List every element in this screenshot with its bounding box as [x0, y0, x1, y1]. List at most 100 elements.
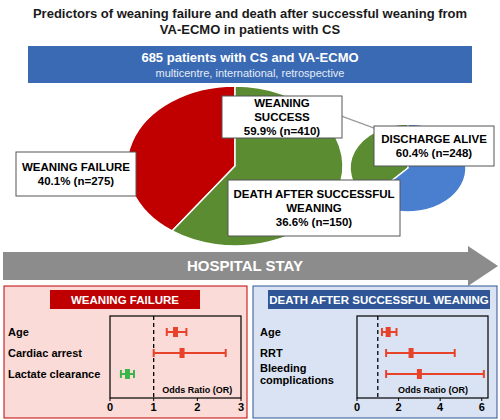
row-label-line: Bleeding: [260, 362, 306, 374]
x-tick-label: 1: [151, 401, 157, 413]
panel-header: [268, 290, 490, 309]
x-tick-label-line: 1: [151, 401, 157, 413]
ci-cap: [483, 370, 485, 378]
pie-label-box: [374, 126, 494, 166]
timeline-label-line: HOSPITAL STAY: [187, 257, 303, 274]
marks: [378, 316, 484, 398]
pie-label: WEANING FAILURE: [22, 161, 130, 173]
ci-cap: [396, 328, 398, 336]
point-estimate: [173, 327, 178, 337]
pie-label: DISCHARGE ALIVE: [381, 133, 487, 145]
pie-label-box: [228, 180, 400, 236]
ci-cap: [166, 328, 168, 336]
reference-line: [153, 316, 154, 398]
panel-title: WEANING FAILURE: [71, 294, 179, 306]
cohort-banner: [28, 46, 472, 83]
ci-cap: [385, 370, 387, 378]
ci-cap: [120, 370, 122, 378]
row-label-line: RRT: [260, 347, 283, 359]
timeline-label: HOSPITAL STAY: [187, 257, 303, 274]
panel-title-line: DEATH AFTER SUCCESSFUL WEANING: [269, 294, 489, 306]
ci-cap: [153, 349, 155, 357]
panel-title-line: WEANING FAILURE: [71, 294, 179, 306]
x-tick-label: 0: [354, 401, 360, 413]
ci-cap: [454, 349, 456, 357]
x-axis-label: Odds Ratio (OR): [398, 385, 468, 395]
title-line: Predictors of weaning failure and death …: [33, 6, 467, 21]
pie-value-label: 59.9% (n=410): [244, 125, 321, 137]
point-estimate: [386, 327, 391, 337]
title: Predictors of weaning failure and death …: [33, 6, 467, 37]
pie-value-label-line: 36.6% (n=150): [276, 216, 353, 228]
pie-label-box: [222, 96, 342, 138]
row-label-line: Lactate clearance: [8, 368, 100, 380]
point-estimate: [409, 348, 414, 358]
x-tick-label: 2: [194, 401, 200, 413]
pie-value-label-line: 40.1% (n=275): [38, 175, 115, 187]
pie-label: WEANING SUCCESS: [254, 97, 310, 123]
pie-value-label: 60.4% (n=248): [396, 147, 473, 159]
row-label-line: Age: [260, 326, 281, 338]
ci-line: [386, 352, 455, 354]
panel: [4, 286, 247, 418]
row-label: Cardiac arrest: [8, 347, 82, 359]
title-line: VA-ECMO in patients with CS: [160, 22, 341, 37]
pie-value-label-line: 59.9% (n=410): [244, 125, 321, 137]
cohort-title: 685 patients with CS and VA-ECMO: [141, 50, 358, 65]
point-estimate: [125, 369, 130, 379]
row-label: RRT: [260, 347, 283, 359]
point-estimate: [180, 348, 185, 358]
pie-label-line: WEANING: [254, 97, 310, 109]
ci-cap: [225, 349, 227, 357]
plot-frame: [357, 316, 488, 398]
x-tick-label-line: 2: [194, 401, 200, 413]
ci-cap: [381, 328, 383, 336]
panel: [253, 286, 497, 418]
panel-header: [50, 290, 200, 309]
x-tick-label-line: 0: [354, 401, 360, 413]
x-tick-label: 6: [479, 401, 485, 413]
pie-label-box: [16, 152, 136, 196]
pie-label-line: WEANING FAILURE: [22, 161, 130, 173]
infographic: Predictors of weaning failure and death …: [0, 0, 500, 420]
pie-label-line: DISCHARGE ALIVE: [381, 133, 487, 145]
x-axis-label-line: Odds Ratio (OR): [398, 385, 468, 395]
pie-value-label: 40.1% (n=275): [38, 175, 115, 187]
row-label: Age: [260, 326, 281, 338]
pie-value-label-line: 60.4% (n=248): [396, 147, 473, 159]
ci-line: [154, 352, 226, 354]
x-tick-label-line: 6: [479, 401, 485, 413]
cohort-subtitle: multicentre, international, retrospectiv…: [156, 67, 345, 79]
row-label: Lactate clearance: [8, 368, 100, 380]
reference-line: [377, 316, 378, 398]
pie-label-line: WEANING: [286, 202, 342, 214]
panel-title: DEATH AFTER SUCCESSFUL WEANING: [269, 294, 489, 306]
x-tick-label: 0: [107, 401, 113, 413]
pie-label-line: DEATH AFTER SUCCESSFUL: [234, 188, 395, 200]
x-tick-label-line: 2: [396, 401, 402, 413]
row-label-line: Age: [8, 326, 29, 338]
x-tick-label: 4: [437, 401, 444, 413]
pie-value-label: 36.6% (n=150): [276, 216, 353, 228]
row-label-line: complications: [260, 374, 334, 386]
plot-frame: [110, 316, 241, 398]
ci-line: [386, 373, 484, 375]
x-tick-label: 2: [396, 401, 402, 413]
cohort-subtitle-line: multicentre, international, retrospectiv…: [156, 67, 345, 79]
point-estimate: [417, 369, 422, 379]
x-tick-label-line: 3: [238, 401, 244, 413]
ci-cap: [133, 370, 135, 378]
x-tick-label: 3: [238, 401, 244, 413]
cohort-title-line: 685 patients with CS and VA-ECMO: [141, 50, 358, 65]
ci-cap: [385, 349, 387, 357]
timeline-arrow: [3, 246, 498, 286]
x-tick-label-line: 4: [437, 401, 444, 413]
row-label-line: Cardiac arrest: [8, 347, 82, 359]
x-axis-label-line: Odds Ratio (OR): [162, 385, 232, 395]
pie-label-line: SUCCESS: [254, 111, 310, 123]
x-axis-label: Odds Ratio (OR): [162, 385, 232, 395]
row-label: Age: [8, 326, 29, 338]
row-label: Bleedingcomplications: [260, 362, 334, 386]
pie-label: DEATH AFTER SUCCESSFUL WEANING: [234, 188, 395, 214]
ci-cap: [185, 328, 187, 336]
